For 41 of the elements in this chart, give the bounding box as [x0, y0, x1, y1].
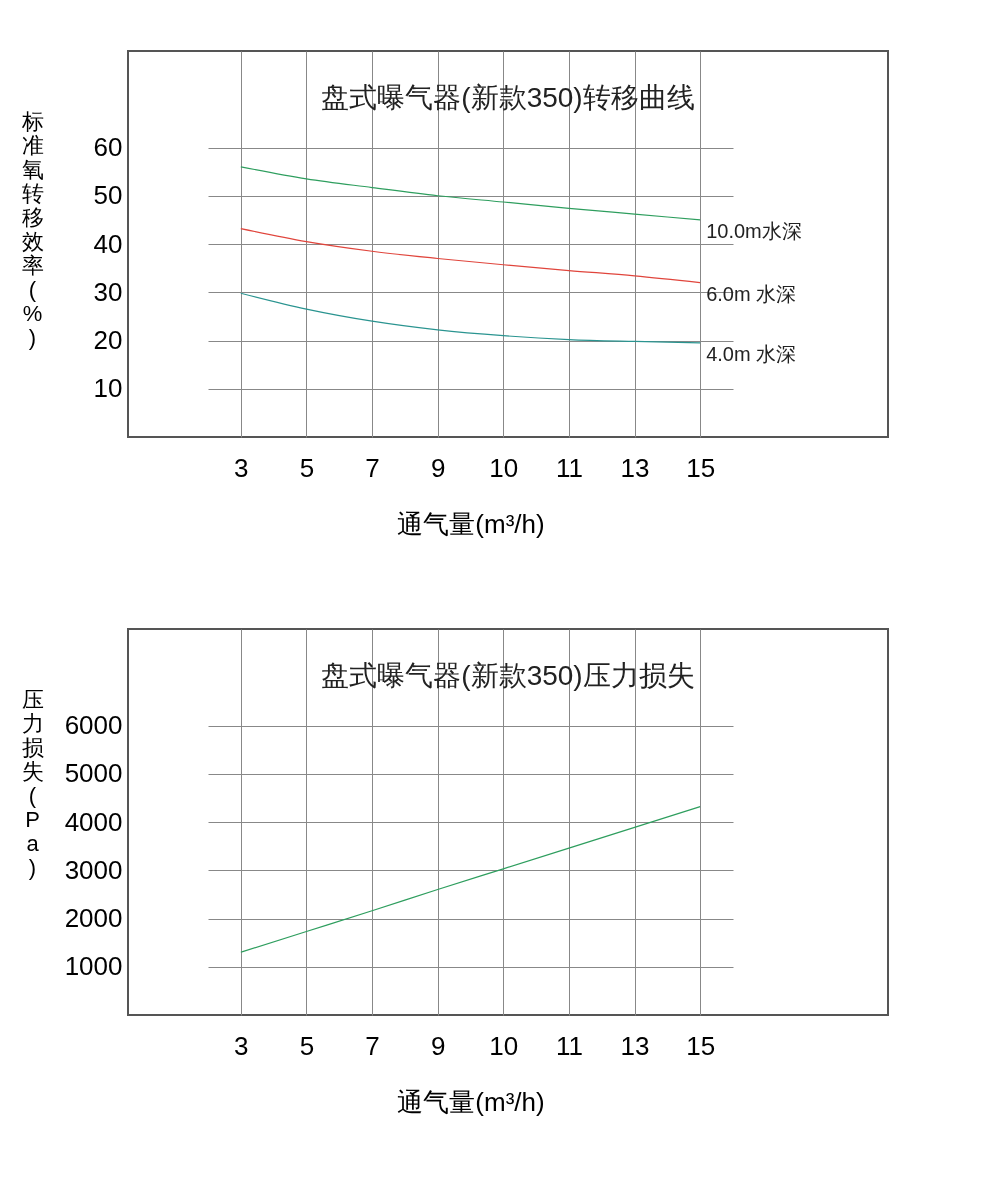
y-tick-label: 10: [93, 373, 123, 404]
y-tick-label: 5000: [64, 758, 123, 789]
text: 盘式曝气器(新款350)压力损失: [321, 660, 695, 691]
line-series: [240, 805, 701, 953]
y-tick-label: 6000: [64, 710, 123, 740]
x-tick-label: 5: [299, 1030, 315, 1061]
text: 盘式曝气器(新款350)转移曲线: [321, 82, 695, 113]
x-tick-label: 5: [299, 452, 315, 483]
y-tick-label: 4000: [64, 806, 123, 837]
text: 标准氧转移效率(%): [21, 108, 44, 350]
line-series: [240, 292, 701, 344]
x-tick-label: 13: [620, 452, 650, 483]
x-tick-label: 13: [620, 1030, 650, 1061]
y-tick-label: 30: [93, 276, 123, 307]
series-label: 6.0m 水深: [706, 282, 797, 305]
y-axis-title: 压力损失(Pa): [21, 686, 44, 880]
y-tick-label: 2000: [64, 903, 123, 933]
y-tick-label: 50: [93, 180, 123, 211]
series-label: 10.0m水深: [706, 219, 802, 242]
series-label: 4.0m 水深: [706, 342, 797, 365]
x-axis-title: 通气量(m³/h): [397, 508, 545, 539]
x-tick-label: 11: [555, 1030, 583, 1061]
x-axis-title: 通气量(m³/h): [397, 1086, 545, 1117]
y-tick-label: 20: [93, 325, 123, 355]
y-tick-label: 1000: [64, 951, 123, 982]
x-tick-label: 9: [430, 1030, 446, 1061]
y-tick-label: 3000: [64, 854, 123, 885]
x-tick-label: 15: [686, 1030, 716, 1061]
line-series: [240, 227, 701, 284]
y-tick-label: 60: [93, 132, 123, 162]
x-tick-label: 7: [365, 1030, 380, 1061]
x-tick-label: 9: [430, 452, 446, 483]
y-tick-label: 40: [93, 228, 123, 259]
line-series: [240, 166, 701, 221]
x-tick-label: 11: [555, 452, 583, 483]
x-tick-label: 10: [489, 1030, 519, 1061]
x-tick-label: 3: [234, 1030, 249, 1061]
x-tick-label: 3: [234, 452, 249, 483]
x-tick-label: 15: [686, 452, 716, 483]
x-tick-label: 7: [365, 452, 380, 483]
x-tick-label: 10: [489, 452, 519, 483]
